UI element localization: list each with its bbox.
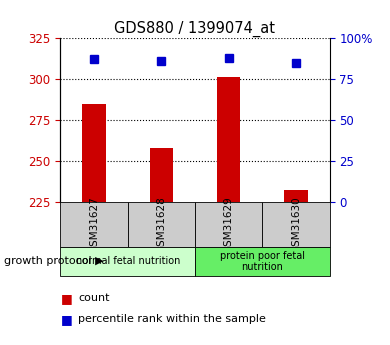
Text: protein poor fetal
nutrition: protein poor fetal nutrition: [220, 250, 305, 272]
Text: GSM31627: GSM31627: [89, 196, 99, 253]
Text: ■: ■: [60, 313, 72, 326]
Bar: [284, 190, 308, 202]
Text: ■: ■: [60, 292, 72, 305]
Bar: [262, 202, 330, 247]
Text: count: count: [78, 294, 110, 303]
Text: GSM31628: GSM31628: [156, 196, 167, 253]
Bar: [217, 77, 240, 202]
Text: GSM31629: GSM31629: [223, 196, 234, 253]
Text: normal fetal nutrition: normal fetal nutrition: [76, 256, 180, 266]
Bar: [128, 202, 195, 247]
Bar: [60, 202, 128, 247]
Bar: [82, 104, 106, 202]
Bar: [195, 247, 330, 276]
Bar: [195, 202, 262, 247]
Bar: [150, 148, 173, 202]
Title: GDS880 / 1399074_at: GDS880 / 1399074_at: [115, 20, 275, 37]
Text: growth protocol ▶: growth protocol ▶: [4, 256, 103, 266]
Bar: [60, 247, 195, 276]
Text: GSM31630: GSM31630: [291, 196, 301, 253]
Text: percentile rank within the sample: percentile rank within the sample: [78, 314, 266, 324]
